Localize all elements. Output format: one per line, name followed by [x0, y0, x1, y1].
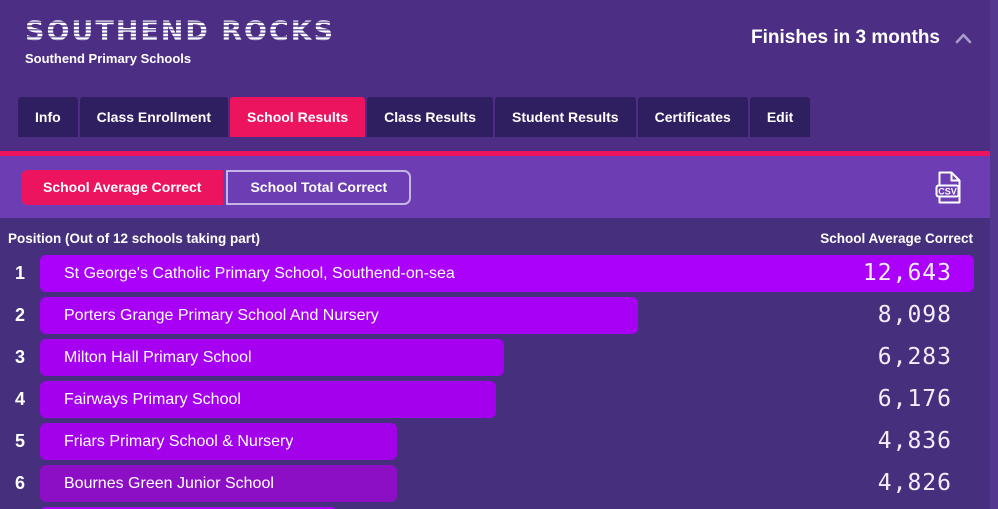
score-value: 4,836: [877, 428, 952, 454]
school-name: Fairways Primary School: [64, 390, 241, 408]
score-value: 8,098: [877, 302, 952, 328]
bar-area: [40, 507, 974, 509]
row-list: 1 St George's Catholic Primary School, S…: [0, 255, 998, 509]
tab[interactable]: Edit: [749, 97, 811, 137]
tab[interactable]: Certificates: [637, 97, 748, 137]
tab-label: Class Results: [384, 109, 476, 125]
tab[interactable]: School Results: [230, 97, 366, 137]
tab[interactable]: Class Results: [367, 97, 493, 137]
school-name: Milton Hall Primary School: [64, 348, 252, 366]
school-bar: Fairways Primary School: [40, 381, 497, 418]
results-toolbar: School Average Correct School Total Corr…: [0, 156, 998, 218]
countdown: Finishes in 3 months: [751, 27, 972, 49]
csv-download-icon[interactable]: CSV: [935, 171, 962, 204]
school-name: Bournes Green Junior School: [64, 474, 274, 492]
tab-label: Edit: [766, 109, 794, 125]
tab-label: Student Results: [512, 109, 619, 125]
results-panel: Position (Out of 12 schools taking part)…: [0, 218, 998, 509]
bar-area: Milton Hall Primary School 6,283: [40, 339, 974, 376]
chevron-up-icon[interactable]: [955, 33, 972, 44]
tab-label: Class Enrollment: [96, 109, 212, 125]
csv-icon-label: CSV: [938, 186, 957, 196]
position-label: 1: [14, 263, 25, 283]
position-label: 5: [14, 431, 25, 451]
value-header: School Average Correct: [820, 231, 973, 246]
school-bar: Bournes Green Junior School: [40, 465, 397, 502]
tab[interactable]: Info: [18, 97, 78, 137]
topbar: Southend Rocks Southend Primary Schools …: [0, 0, 998, 97]
position-label: 4: [14, 389, 25, 409]
table-row: [0, 507, 998, 509]
logo-subtitle: Southend Primary Schools: [25, 51, 192, 66]
school-bar: Milton Hall Primary School: [40, 339, 505, 376]
score-value: 6,283: [877, 344, 952, 370]
position-label: 2: [14, 305, 25, 325]
tab-label: Info: [35, 109, 61, 125]
bar-area: Bournes Green Junior School 4,826: [40, 465, 974, 502]
table-row: 1 St George's Catholic Primary School, S…: [0, 255, 998, 292]
table-row: 6 Bournes Green Junior School 4,826: [0, 465, 998, 502]
school-average-correct-button[interactable]: School Average Correct: [21, 169, 224, 205]
school-name: Porters Grange Primary School And Nurser…: [64, 306, 379, 324]
bar-area: Friars Primary School & Nursery 4,836: [40, 423, 974, 460]
table-row: 2 Porters Grange Primary School And Nurs…: [0, 297, 998, 334]
school-total-correct-button[interactable]: School Total Correct: [226, 169, 412, 205]
countdown-label: Finishes in 3 months: [751, 27, 940, 48]
brand: Southend Rocks Southend Primary Schools: [0, 0, 335, 66]
school-bar: [40, 507, 337, 509]
table-row: 5 Friars Primary School & Nursery 4,836: [0, 423, 998, 460]
score-value: 6,176: [877, 386, 952, 412]
logo-title: Southend Rocks: [25, 16, 336, 47]
score-value: 12,643: [862, 260, 952, 286]
score-value: 4,826: [877, 470, 952, 496]
tab-label: Certificates: [654, 109, 731, 125]
position-label: 3: [14, 347, 25, 367]
school-name: Friars Primary School & Nursery: [64, 432, 294, 450]
school-name: St George's Catholic Primary School, Sou…: [64, 264, 455, 282]
table-row: 4 Fairways Primary School 6,176: [0, 381, 998, 418]
school-bar: Friars Primary School & Nursery: [40, 423, 398, 460]
bar-area: Porters Grange Primary School And Nurser…: [40, 297, 974, 334]
top-band: Southend Rocks Southend Primary Schools …: [0, 0, 998, 151]
tab[interactable]: Class Enrollment: [79, 97, 229, 137]
tab-label: School Results: [247, 109, 349, 125]
table-row: 3 Milton Hall Primary School 6,283: [0, 339, 998, 376]
accent-underline: [0, 151, 998, 156]
bar-area: Fairways Primary School 6,176: [40, 381, 974, 418]
tab-bar: Info Class Enrollment School Results Cla…: [0, 97, 998, 137]
scrollbar[interactable]: [990, 0, 998, 509]
position-header: Position (Out of 12 schools taking part): [8, 231, 261, 246]
tab[interactable]: Student Results: [495, 97, 636, 137]
metric-toggle-group: School Average Correct School Total Corr…: [21, 169, 412, 205]
school-bar: St George's Catholic Primary School, Sou…: [40, 255, 974, 292]
position-label: 6: [14, 473, 25, 493]
table-header: Position (Out of 12 schools taking part)…: [0, 218, 998, 249]
bar-area: St George's Catholic Primary School, Sou…: [40, 255, 974, 292]
school-bar: Porters Grange Primary School And Nurser…: [40, 297, 639, 334]
